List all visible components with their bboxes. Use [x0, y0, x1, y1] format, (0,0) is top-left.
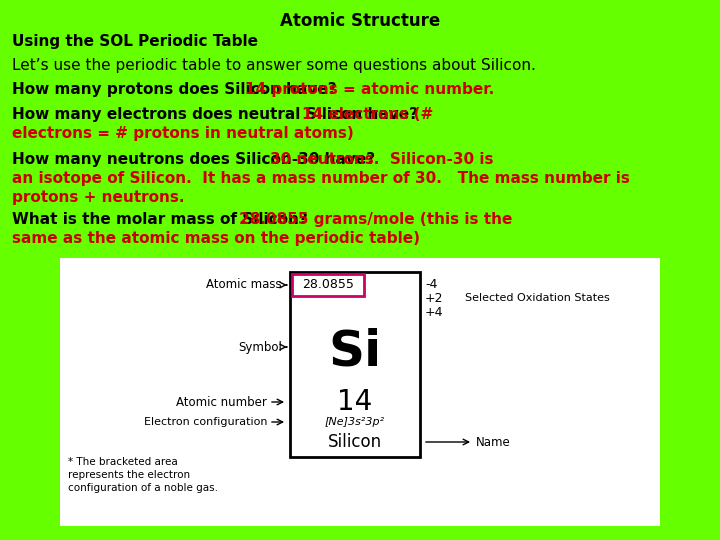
Text: Si: Si — [328, 328, 382, 376]
Text: Symbol: Symbol — [238, 341, 282, 354]
Text: 28.0855 grams/mole (this is the: 28.0855 grams/mole (this is the — [239, 212, 512, 227]
Text: Atomic mass: Atomic mass — [207, 279, 282, 292]
Text: same as the atomic mass on the periodic table): same as the atomic mass on the periodic … — [12, 231, 420, 246]
Text: 28.0855: 28.0855 — [302, 279, 354, 292]
Text: How many neutrons does Silicon-30 have?: How many neutrons does Silicon-30 have? — [12, 152, 386, 167]
Text: an isotope of Silicon.  It has a mass number of 30.   The mass number is: an isotope of Silicon. It has a mass num… — [12, 171, 630, 186]
Text: How many electrons does neutral Silicon have?: How many electrons does neutral Silicon … — [12, 107, 423, 122]
Text: Atomic Structure: Atomic Structure — [280, 12, 440, 30]
Text: Selected Oxidation States: Selected Oxidation States — [465, 293, 610, 303]
Text: protons + neutrons.: protons + neutrons. — [12, 190, 184, 205]
Text: Atomic number: Atomic number — [176, 395, 267, 408]
Text: Silicon: Silicon — [328, 433, 382, 451]
Text: [Ne]3s²3p²: [Ne]3s²3p² — [325, 417, 385, 427]
Text: 14 protons = atomic number.: 14 protons = atomic number. — [245, 82, 495, 97]
Text: 30 neutrons.  Silicon-30 is: 30 neutrons. Silicon-30 is — [270, 152, 494, 167]
Text: 14: 14 — [338, 388, 373, 416]
Text: +2: +2 — [425, 292, 444, 305]
Text: Let’s use the periodic table to answer some questions about Silicon.: Let’s use the periodic table to answer s… — [12, 58, 536, 73]
Text: Using the SOL Periodic Table: Using the SOL Periodic Table — [12, 34, 258, 49]
Text: Electron configuration: Electron configuration — [143, 417, 267, 427]
Text: What is the molar mass of Silicon?: What is the molar mass of Silicon? — [12, 212, 318, 227]
Bar — [60, 258, 660, 526]
Text: How many protons does Silicon have?: How many protons does Silicon have? — [12, 82, 347, 97]
Bar — [292, 274, 364, 296]
Text: electrons = # protons in neutral atoms): electrons = # protons in neutral atoms) — [12, 126, 354, 141]
Text: * The bracketed area
represents the electron
configuration of a noble gas.: * The bracketed area represents the elec… — [68, 457, 218, 494]
Text: Name: Name — [476, 435, 510, 449]
Text: +4: +4 — [425, 306, 444, 319]
Bar — [290, 272, 420, 457]
Text: 14 electrons (#: 14 electrons (# — [302, 107, 433, 122]
Text: -4: -4 — [425, 278, 437, 291]
